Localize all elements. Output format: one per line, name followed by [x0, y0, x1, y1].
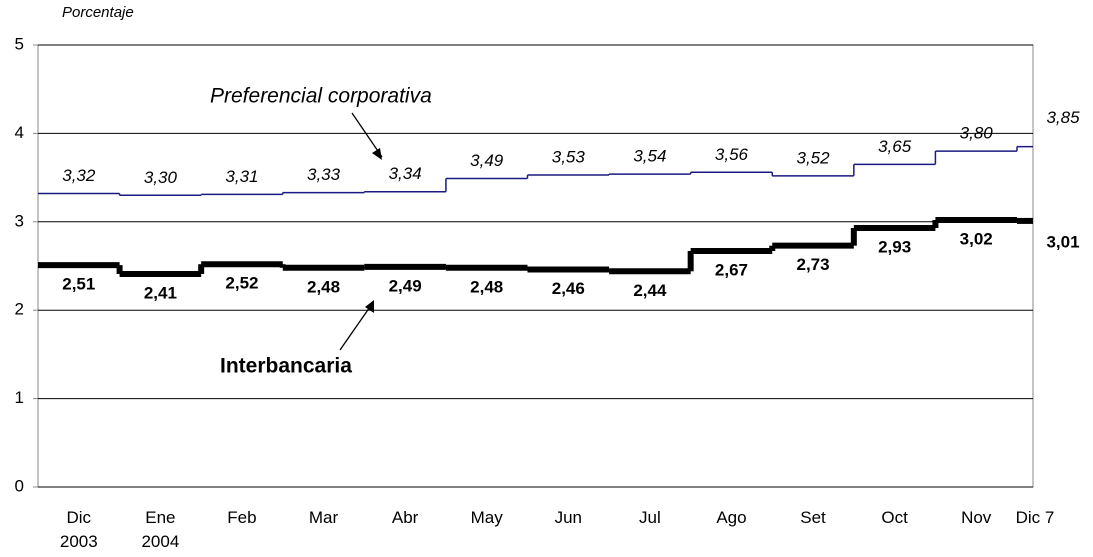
value-label: 3,49 — [470, 151, 504, 170]
x-tick-label: Mar — [308, 508, 339, 527]
x-tick-label: Abr — [391, 508, 419, 527]
x-tick-label: Feb — [227, 508, 257, 527]
y-axis-label: Porcentaje — [62, 4, 134, 21]
value-label: 2,51 — [62, 275, 95, 294]
y-tick-label: 2 — [15, 300, 24, 319]
value-label: 2,52 — [225, 274, 258, 293]
x-tick-label: Nov — [961, 508, 992, 527]
arrow-head — [372, 148, 382, 160]
y-tick-label: 0 — [15, 476, 24, 495]
value-label: 2,67 — [715, 260, 748, 279]
value-label: 2,44 — [633, 281, 667, 300]
value-label: 3,01 — [1046, 232, 1079, 251]
value-label: 3,80 — [960, 124, 994, 143]
value-label: 3,30 — [144, 168, 178, 187]
value-label: 2,93 — [878, 237, 911, 256]
x-tick-label: Ago — [716, 508, 747, 527]
x-tick-label: Set — [800, 508, 826, 527]
value-label: 2,48 — [307, 277, 340, 296]
value-label: 2,46 — [552, 279, 585, 298]
value-label: 3,34 — [389, 164, 422, 183]
x-tick-label: Dic 2003 — [59, 508, 98, 551]
value-label: 3,52 — [796, 148, 830, 167]
x-tick-label: Jun — [554, 508, 582, 527]
y-tick-label: 1 — [15, 388, 24, 407]
x-tick-label: Dic 7 — [1015, 508, 1055, 527]
value-label: 3,65 — [878, 137, 912, 156]
y-tick-label: 3 — [15, 211, 24, 230]
annotation-arrow — [339, 303, 373, 351]
series-annotation: Interbancaria — [220, 355, 352, 378]
value-label: 2,48 — [470, 277, 503, 296]
value-label: 3,53 — [552, 147, 586, 166]
x-tick-label: Jul — [639, 508, 661, 527]
value-label: 3,56 — [715, 145, 749, 164]
annotation-arrow — [351, 112, 383, 158]
y-tick-label: 4 — [15, 123, 24, 142]
value-label: 3,54 — [633, 147, 666, 166]
value-label: 3,31 — [225, 167, 258, 186]
x-tick-label: Oct — [881, 508, 908, 527]
value-label: 3,85 — [1046, 108, 1080, 127]
value-label: 2,41 — [144, 283, 177, 302]
x-tick-label: Ene 2004 — [141, 508, 180, 551]
value-label: 3,32 — [62, 166, 96, 185]
value-label: 3,33 — [307, 165, 341, 184]
value-label: 2,73 — [796, 255, 829, 274]
value-label: 2,49 — [389, 276, 422, 295]
series-annotation: Preferencial corporativa — [210, 85, 432, 108]
y-tick-label: 5 — [15, 34, 24, 53]
value-label: 3,02 — [960, 230, 993, 249]
x-tick-label: May — [470, 508, 503, 527]
plot-frame — [37, 44, 1034, 488]
